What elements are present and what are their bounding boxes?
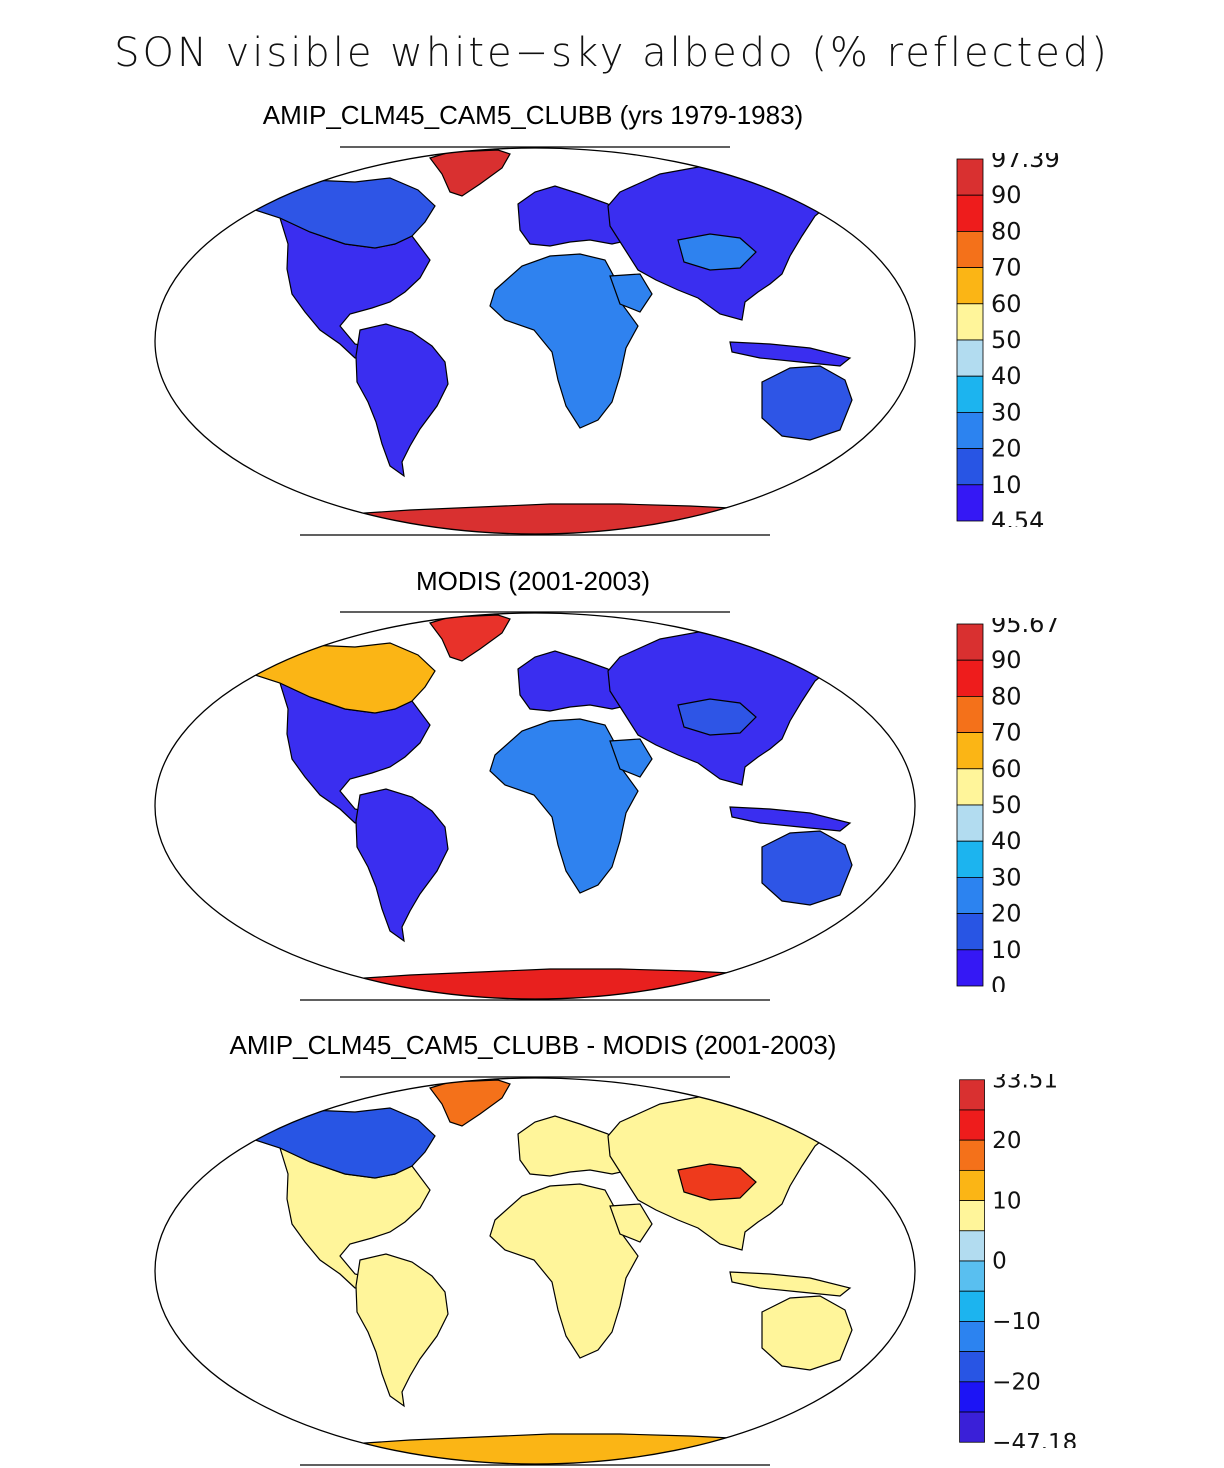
colorbar-label: 90 <box>991 646 1022 674</box>
colorbar-label: 60 <box>991 290 1022 318</box>
colorbar-swatch <box>956 840 984 878</box>
africa-region <box>489 1183 639 1359</box>
colorbar-label: 10 <box>991 471 1022 499</box>
colorbar-label: 50 <box>991 326 1022 354</box>
colorbar-label: 40 <box>991 362 1022 390</box>
panel-title-modis: MODIS (2001-2003) <box>415 566 651 596</box>
colorbar-swatch <box>959 1079 985 1111</box>
arabia-region <box>609 273 653 313</box>
australia-region <box>761 830 853 906</box>
australia-region <box>761 1295 853 1371</box>
figure-title: SON visible white−sky albedo (% reflecte… <box>114 30 1110 76</box>
colorbar-swatch <box>959 1321 985 1353</box>
map-boundary <box>154 147 916 535</box>
colorbar-swatch <box>959 1381 985 1413</box>
colorbar-label: 40 <box>991 827 1022 855</box>
colorbar-swatch <box>959 1411 985 1443</box>
arctic-canada-region <box>244 177 436 249</box>
colorbar-label: 30 <box>991 863 1022 891</box>
colorbar-swatch <box>959 1200 985 1232</box>
map-modis <box>154 611 916 1001</box>
colorbar-label: 80 <box>991 217 1022 245</box>
colorbar-swatch <box>959 1109 985 1141</box>
colorbar-label: −10 <box>992 1309 1041 1335</box>
colorbar-swatch <box>959 1290 985 1322</box>
australia-region <box>761 365 853 441</box>
colorbar-label: −47.18 <box>992 1430 1077 1448</box>
colorbar-label: 4.54 <box>991 507 1044 527</box>
map-boundary <box>154 1077 916 1465</box>
colorbar-label: 20 <box>991 435 1022 463</box>
colorbar-label: 80 <box>991 682 1022 710</box>
colorbar-label: 33.51 <box>992 1074 1058 1093</box>
south-america-region <box>355 323 449 478</box>
colorbar-swatch <box>959 1169 985 1201</box>
colorbar-swatch <box>956 732 984 770</box>
colorbar-label: 20 <box>992 1128 1021 1154</box>
map-difference <box>154 1076 916 1466</box>
colorbar-label: 70 <box>991 254 1022 282</box>
tibet-region <box>677 698 757 736</box>
colorbar-swatch <box>956 194 984 232</box>
colorbar-swatch <box>956 411 984 449</box>
colorbar-swatch <box>959 1139 985 1171</box>
colorbar-model: 97.39 90 80 70 60 50 40 30 20 10 4.54 <box>956 153 1060 527</box>
south-america-region <box>355 1253 449 1408</box>
map-model <box>154 146 916 536</box>
colorbar-label: 90 <box>991 181 1022 209</box>
colorbar-label: 10 <box>991 936 1022 964</box>
colorbar-swatch <box>959 1351 985 1383</box>
colorbar-swatch <box>956 375 984 413</box>
map-land-layer <box>155 148 915 534</box>
maritime-continent-region <box>729 1271 852 1297</box>
colorbar-label: 0 <box>992 1249 1007 1275</box>
colorbar-swatch <box>956 659 984 697</box>
map-land-layer <box>155 613 915 999</box>
colorbar-swatch <box>956 339 984 377</box>
colorbar-label: 60 <box>991 755 1022 783</box>
colorbar-label: 95.67 <box>991 618 1060 638</box>
colorbar-label: 50 <box>991 791 1022 819</box>
colorbar-modis: 95.67 90 80 70 60 50 40 30 20 10 0 <box>956 618 1060 992</box>
maritime-continent-region <box>729 341 852 367</box>
colorbar-label: 10 <box>992 1188 1021 1214</box>
colorbar-difference: 33.51 20 10 0 −10 −20 −47.18 <box>959 1074 1077 1448</box>
colorbar-label: 20 <box>991 900 1022 928</box>
colorbar-swatch <box>959 1260 985 1292</box>
arabia-region <box>609 738 653 778</box>
map-boundary <box>154 612 916 1000</box>
maritime-continent-region <box>729 806 852 832</box>
colorbar-swatch <box>956 696 984 734</box>
colorbar-swatch <box>956 913 984 951</box>
colorbar-swatch <box>956 876 984 914</box>
colorbar-swatch <box>956 804 984 842</box>
africa-region <box>489 718 639 894</box>
colorbar-label: 70 <box>991 719 1022 747</box>
colorbar-swatch <box>956 267 984 305</box>
panel-title-model: AMIP_CLM45_CAM5_CLUBB (yrs 1979-1983) <box>262 100 804 130</box>
colorbar-swatch <box>956 158 984 196</box>
colorbar-label: −20 <box>992 1370 1041 1396</box>
africa-region <box>489 253 639 429</box>
colorbar-label: 30 <box>991 398 1022 426</box>
arctic-canada-region <box>244 1107 436 1179</box>
colorbar-swatch <box>956 484 984 522</box>
arctic-canada-region <box>244 642 436 714</box>
panel-title-difference: AMIP_CLM45_CAM5_CLUBB - MODIS (2001-2003… <box>229 1030 837 1060</box>
map-land-layer <box>155 1078 915 1464</box>
colorbar-label: 0 <box>991 972 1006 992</box>
colorbar-swatch <box>956 949 984 987</box>
colorbar-swatch <box>959 1230 985 1262</box>
south-america-region <box>355 788 449 943</box>
colorbar-swatch <box>956 623 984 661</box>
colorbar-swatch <box>956 768 984 806</box>
colorbar-swatch <box>956 448 984 486</box>
colorbar-swatch <box>956 303 984 341</box>
colorbar-swatch <box>956 231 984 269</box>
tibet-region <box>677 1163 757 1201</box>
tibet-region <box>677 233 757 271</box>
colorbar-label: 97.39 <box>991 153 1060 173</box>
arabia-region <box>609 1203 653 1243</box>
